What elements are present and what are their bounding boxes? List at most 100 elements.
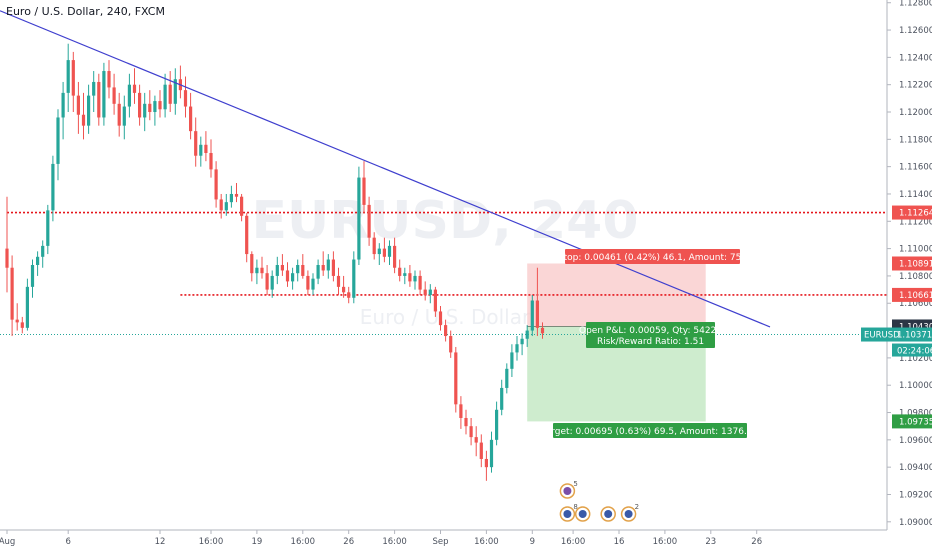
candle bbox=[326, 254, 330, 279]
price-tick-label: 1.10200 bbox=[899, 354, 932, 364]
candle-body bbox=[495, 409, 499, 440]
candle-body bbox=[15, 319, 19, 323]
countdown-box bbox=[892, 343, 932, 357]
candle-body bbox=[433, 289, 437, 312]
candle bbox=[194, 117, 198, 167]
watermark-symbol: EURUSD, 240 bbox=[251, 191, 638, 251]
candle bbox=[301, 254, 305, 279]
candle-body bbox=[107, 71, 111, 88]
candle-body bbox=[285, 270, 290, 282]
candle-body bbox=[336, 275, 341, 287]
price-tag-box bbox=[892, 256, 932, 271]
candle-body bbox=[5, 248, 9, 268]
candle bbox=[122, 95, 126, 140]
price-tick-label: 1.11200 bbox=[899, 217, 932, 227]
candle-body bbox=[219, 199, 223, 211]
candle bbox=[449, 330, 453, 358]
candle-body bbox=[255, 267, 259, 274]
candle-body bbox=[112, 87, 116, 104]
time-tick-label: 23 bbox=[705, 537, 716, 547]
candle-body bbox=[398, 267, 402, 276]
candle-body bbox=[92, 81, 96, 96]
candle bbox=[454, 346, 458, 413]
candle bbox=[321, 251, 325, 276]
time-tick-label: 16:00 bbox=[291, 537, 316, 547]
price-tag-text: 1.09735 bbox=[899, 417, 932, 427]
candle bbox=[500, 379, 504, 416]
candle-body bbox=[444, 325, 448, 337]
candle bbox=[505, 363, 509, 394]
time-tick-label: 16:00 bbox=[474, 537, 499, 547]
candle-body bbox=[352, 259, 356, 298]
candle bbox=[66, 43, 70, 113]
candle bbox=[97, 73, 101, 126]
price-tag: 1.11264 bbox=[892, 205, 932, 220]
candle-body bbox=[342, 286, 346, 293]
time-tick-label: 16:00 bbox=[382, 537, 407, 547]
candle-body bbox=[280, 265, 284, 271]
candle bbox=[515, 336, 519, 361]
pnl-label-box bbox=[586, 322, 715, 348]
candle-body bbox=[183, 90, 188, 107]
candle-body bbox=[469, 426, 473, 438]
candle-body bbox=[260, 267, 264, 274]
time-tick-label: Sep bbox=[432, 537, 448, 547]
price-tick-label: 1.12800 bbox=[899, 0, 932, 9]
candle-body bbox=[382, 248, 386, 257]
candle-body bbox=[87, 95, 91, 126]
candle bbox=[464, 409, 468, 435]
candle bbox=[311, 273, 315, 296]
price-tag-text: 1.10891 bbox=[899, 259, 932, 269]
candle bbox=[270, 270, 274, 298]
price-tag-box bbox=[892, 414, 932, 429]
candle-body bbox=[428, 289, 432, 296]
symbol-tag-symbol: EURUSD bbox=[864, 331, 900, 341]
candle-body bbox=[367, 204, 371, 238]
candle bbox=[357, 166, 361, 265]
candle-body bbox=[132, 84, 137, 93]
candle-body bbox=[189, 106, 193, 132]
candle bbox=[479, 434, 483, 468]
candle-body bbox=[173, 79, 177, 104]
candle-body bbox=[296, 265, 300, 274]
time-tick-label: 16:00 bbox=[653, 537, 678, 547]
price-tick-label: 1.11800 bbox=[899, 135, 932, 145]
candle-body bbox=[362, 177, 366, 205]
candle-body bbox=[138, 92, 142, 118]
event-icon-inner bbox=[563, 487, 572, 495]
candle-body bbox=[489, 439, 494, 468]
candle-body bbox=[30, 265, 35, 287]
candle bbox=[484, 450, 488, 481]
candle bbox=[61, 81, 65, 140]
pnl-label-text: Open P&L: 0.00059, Qty: 54229 bbox=[579, 326, 722, 336]
candle bbox=[398, 259, 402, 282]
candle bbox=[102, 62, 106, 126]
event-badge: 5 bbox=[573, 480, 577, 488]
price-tag-text: 1.10661 bbox=[899, 291, 932, 301]
candle bbox=[296, 259, 300, 282]
candle bbox=[382, 237, 386, 263]
candle-body bbox=[464, 417, 468, 427]
candle bbox=[459, 396, 463, 429]
event-marker bbox=[574, 506, 591, 522]
event-badge: 2 bbox=[635, 503, 639, 511]
candle bbox=[265, 265, 269, 296]
candle bbox=[81, 92, 86, 140]
candle bbox=[219, 193, 223, 219]
candle bbox=[342, 275, 346, 298]
target-label-text: Target: 0.00695 (0.63%) 69.5, Amount: 13… bbox=[541, 427, 759, 437]
candle bbox=[306, 270, 310, 296]
candle bbox=[444, 319, 448, 342]
candle bbox=[280, 254, 284, 276]
candle bbox=[408, 265, 412, 287]
candle bbox=[240, 193, 244, 222]
candle bbox=[132, 68, 137, 104]
candle-body bbox=[510, 352, 514, 369]
candle-body bbox=[413, 275, 417, 282]
event-marker bbox=[600, 506, 616, 522]
candle-body bbox=[316, 265, 320, 279]
candle bbox=[117, 92, 121, 137]
price-tick-label: 1.09600 bbox=[899, 436, 932, 446]
